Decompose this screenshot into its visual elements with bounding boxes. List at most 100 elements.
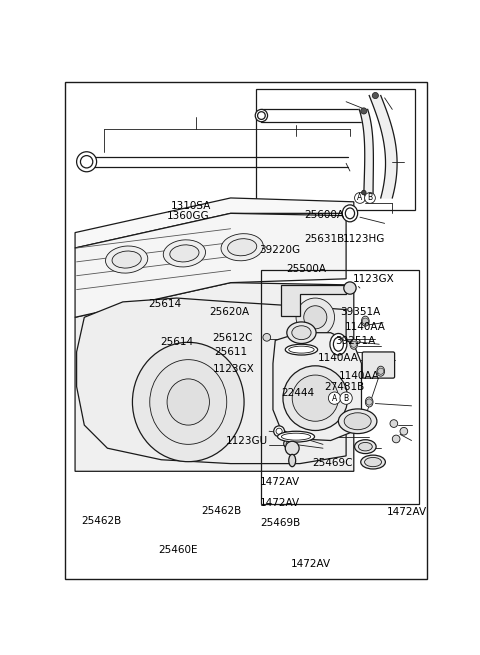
Text: 22444: 22444	[281, 388, 314, 398]
Circle shape	[372, 92, 378, 99]
Circle shape	[283, 365, 348, 430]
Text: 25614: 25614	[160, 337, 193, 347]
Polygon shape	[359, 109, 373, 196]
Bar	[256, 88, 415, 210]
Bar	[262, 270, 419, 504]
Circle shape	[361, 190, 366, 195]
Circle shape	[351, 341, 357, 347]
Ellipse shape	[350, 339, 358, 349]
Circle shape	[340, 392, 352, 404]
Polygon shape	[369, 96, 397, 198]
Polygon shape	[75, 198, 354, 248]
Ellipse shape	[365, 457, 382, 466]
Ellipse shape	[330, 387, 339, 402]
Ellipse shape	[315, 365, 338, 392]
Circle shape	[366, 399, 372, 405]
Text: 25460E: 25460E	[158, 545, 197, 555]
Text: 25620A: 25620A	[209, 307, 249, 317]
Text: 25600A: 25600A	[304, 210, 344, 220]
Ellipse shape	[304, 306, 327, 329]
Ellipse shape	[355, 440, 376, 454]
Circle shape	[292, 375, 338, 421]
Ellipse shape	[361, 455, 385, 469]
Ellipse shape	[221, 234, 263, 261]
Circle shape	[255, 109, 267, 122]
Circle shape	[77, 152, 96, 172]
Text: 1472AV: 1472AV	[260, 498, 300, 508]
Circle shape	[378, 368, 384, 374]
Circle shape	[362, 318, 369, 324]
Circle shape	[263, 333, 271, 341]
Ellipse shape	[287, 322, 316, 343]
Ellipse shape	[365, 397, 373, 407]
Circle shape	[284, 439, 293, 448]
Circle shape	[400, 428, 408, 435]
Text: 1123GU: 1123GU	[226, 436, 268, 445]
Text: 25631B: 25631B	[304, 234, 344, 244]
Circle shape	[328, 392, 341, 404]
Circle shape	[286, 441, 291, 446]
Circle shape	[355, 193, 365, 203]
Ellipse shape	[334, 337, 343, 351]
Text: 27481B: 27481B	[324, 383, 365, 392]
Ellipse shape	[228, 238, 257, 255]
Ellipse shape	[330, 333, 347, 355]
Text: 39351A: 39351A	[341, 307, 381, 317]
Polygon shape	[273, 333, 361, 441]
Ellipse shape	[359, 442, 372, 451]
Text: 25612C: 25612C	[213, 333, 253, 343]
Ellipse shape	[320, 371, 334, 387]
Text: 25614: 25614	[148, 299, 181, 309]
Ellipse shape	[163, 240, 205, 267]
Polygon shape	[75, 214, 346, 317]
Circle shape	[276, 428, 282, 434]
Text: B: B	[344, 394, 348, 403]
Text: 1140AA: 1140AA	[344, 322, 385, 332]
Ellipse shape	[377, 366, 384, 376]
Ellipse shape	[167, 379, 209, 425]
Text: 39251A: 39251A	[335, 337, 375, 346]
Text: 1472AV: 1472AV	[386, 508, 427, 517]
Text: 1472AV: 1472AV	[291, 559, 331, 569]
Ellipse shape	[345, 208, 355, 219]
Text: 25500A: 25500A	[287, 264, 327, 274]
Ellipse shape	[338, 409, 377, 434]
Text: 1123HG: 1123HG	[343, 234, 385, 244]
Ellipse shape	[132, 343, 244, 462]
Ellipse shape	[292, 326, 311, 340]
Text: 39220G: 39220G	[259, 245, 300, 255]
Text: A: A	[332, 394, 337, 403]
Text: 1123GX: 1123GX	[213, 364, 254, 374]
Ellipse shape	[342, 205, 358, 222]
Circle shape	[258, 112, 265, 119]
Text: 1140AA: 1140AA	[338, 371, 379, 381]
Ellipse shape	[285, 345, 318, 355]
Polygon shape	[77, 298, 346, 464]
Polygon shape	[75, 283, 354, 472]
Circle shape	[81, 156, 93, 168]
Ellipse shape	[150, 360, 227, 444]
Ellipse shape	[277, 431, 314, 442]
Ellipse shape	[170, 245, 199, 262]
Text: 1123GX: 1123GX	[353, 274, 395, 284]
Ellipse shape	[344, 413, 371, 430]
Circle shape	[285, 441, 299, 455]
Ellipse shape	[289, 346, 314, 353]
Text: 1140AA: 1140AA	[318, 352, 359, 362]
Ellipse shape	[296, 298, 335, 337]
Text: 25469C: 25469C	[312, 458, 353, 468]
Text: 1310SA: 1310SA	[170, 200, 211, 211]
Text: 1472AV: 1472AV	[260, 477, 300, 487]
Circle shape	[344, 282, 356, 294]
Circle shape	[392, 435, 400, 443]
Text: 25469B: 25469B	[260, 519, 300, 529]
Circle shape	[390, 420, 398, 428]
Polygon shape	[281, 285, 346, 316]
Text: B: B	[367, 193, 372, 202]
Text: 25462B: 25462B	[202, 506, 242, 516]
Ellipse shape	[289, 455, 296, 466]
Ellipse shape	[106, 246, 148, 273]
Circle shape	[274, 426, 285, 437]
Text: A: A	[357, 193, 362, 202]
Ellipse shape	[112, 251, 141, 268]
